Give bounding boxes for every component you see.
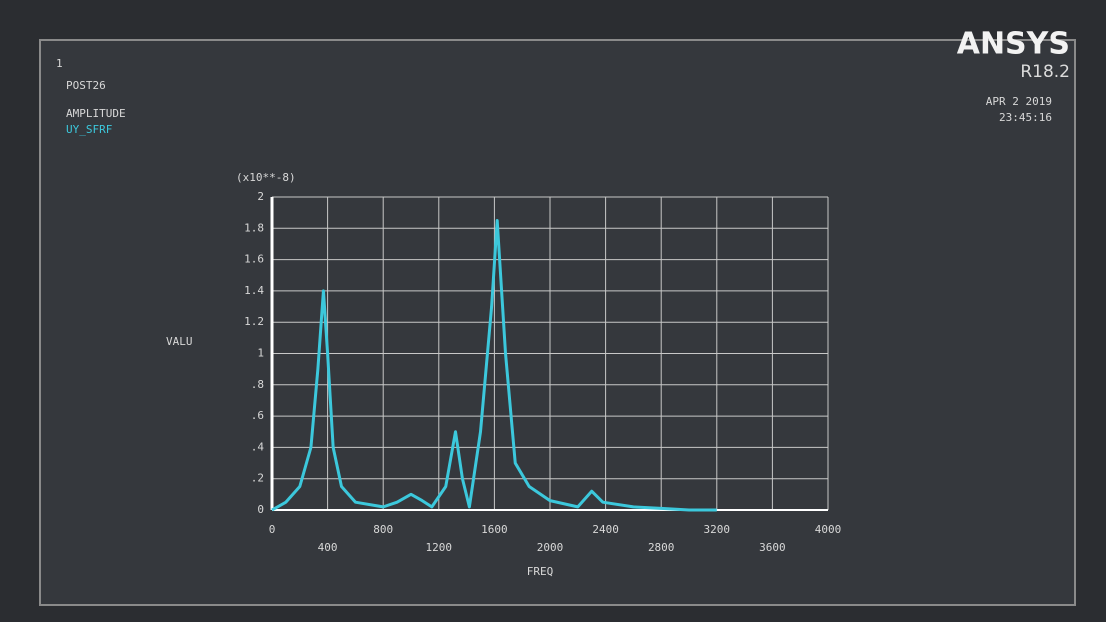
- x-tick-label: 800: [373, 523, 393, 536]
- y-tick-label: 1.4: [244, 284, 264, 297]
- brand: ANSYS: [957, 27, 1070, 62]
- x-tick-label: 4000: [815, 523, 842, 536]
- y-tick-label: .6: [251, 409, 264, 422]
- x-tick-label: 400: [318, 541, 338, 554]
- date: APR 2 2019: [986, 95, 1052, 108]
- y-tick-label: .2: [251, 472, 264, 485]
- x-tick-label: 1200: [426, 541, 453, 554]
- y-tick-label: 2: [257, 190, 264, 203]
- y-tick-label: 1.2: [244, 315, 264, 328]
- x-tick-label: 2800: [648, 541, 675, 554]
- x-tick-label: 2400: [592, 523, 619, 536]
- time: 23:45:16: [999, 111, 1052, 124]
- y-axis-label: VALU: [166, 335, 193, 348]
- x-tick-label: 1600: [481, 523, 508, 536]
- header-line: POST26: [66, 79, 106, 92]
- legend-entry: UY_SFRF: [66, 123, 112, 136]
- version: R18.2: [1020, 62, 1070, 82]
- y-tick-label: .4: [251, 440, 265, 453]
- y-tick-label: 1.6: [244, 253, 264, 266]
- window-number: 1: [56, 57, 63, 70]
- y-multiplier: (x10**-8): [236, 171, 296, 184]
- x-tick-label: 3600: [759, 541, 786, 554]
- y-tick-label: 0: [257, 503, 264, 516]
- y-tick-label: .8: [251, 378, 264, 391]
- y-tick-label: 1: [257, 347, 264, 360]
- x-tick-label: 3200: [704, 523, 731, 536]
- x-tick-label: 2000: [537, 541, 564, 554]
- screen: 1 POST26 AMPLITUDE ANSYS R18.2 APR 2 201…: [0, 0, 1106, 622]
- x-tick-label: 0: [269, 523, 276, 536]
- header-line: AMPLITUDE: [66, 107, 126, 120]
- x-axis-label: FREQ: [527, 565, 554, 578]
- y-tick-label: 1.8: [244, 221, 264, 234]
